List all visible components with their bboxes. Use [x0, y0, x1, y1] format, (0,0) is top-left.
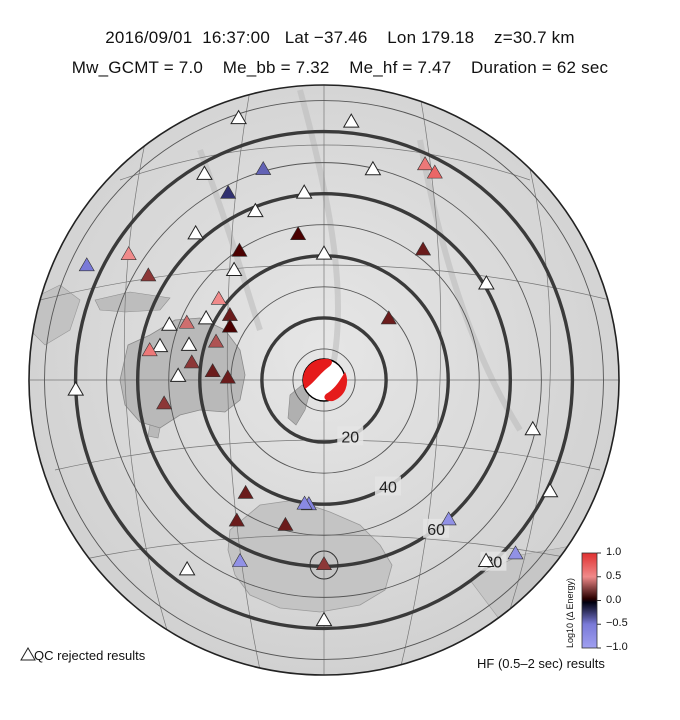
distance-ring	[260, 316, 388, 444]
graticule-line	[54, 439, 601, 471]
colorbar-title: Log10 (Δ Energy)	[565, 577, 575, 648]
station-marker	[507, 545, 524, 560]
station-marker	[220, 184, 237, 199]
qc-rejected-station-marker	[477, 274, 495, 290]
station-marker	[231, 553, 249, 567]
qc-rejected-station-marker	[524, 420, 542, 436]
qc-rejected-station-marker	[196, 165, 213, 180]
qc-rejected-station-marker	[342, 113, 360, 128]
colorbar-tick-4: −0.5	[606, 617, 628, 629]
station-marker	[141, 342, 158, 357]
ring-label: 40	[379, 479, 397, 496]
qc-rejected-station-marker	[315, 611, 333, 627]
event-header-line2: Mw_GCMT = 7.0 Me_bb = 7.32 Me_hf = 7.47 …	[71, 58, 609, 77]
qc-legend-label: QC rejected results	[34, 648, 146, 663]
qc-rejected-station-marker	[315, 245, 333, 260]
station-marker	[255, 160, 272, 175]
qc-rejected-station-marker	[477, 552, 495, 567]
hf-legend-label: HF (0.5–2 sec) results	[477, 656, 605, 671]
thin-distance-ring	[292, 348, 356, 412]
qc-rejected-station-marker	[67, 381, 85, 396]
colorbar	[581, 552, 601, 649]
graticule-line	[499, 129, 551, 641]
qc-legend-triangle-icon	[20, 647, 36, 661]
thin-distance-rings	[44, 100, 604, 660]
station-marker	[426, 164, 443, 179]
qc-rejected-station-marker	[541, 482, 559, 498]
station-marker	[221, 318, 238, 333]
thin-distance-ring	[106, 162, 542, 598]
ring-label-background	[337, 426, 364, 446]
station-marker	[231, 242, 248, 257]
station-marker	[183, 354, 200, 369]
focal-mechanism-beachball	[302, 358, 348, 402]
south-pole-ring	[309, 550, 339, 580]
qc-rejected-station-marker	[180, 336, 198, 351]
colorbar-tick-5: −1.0	[606, 641, 628, 653]
station-marker	[380, 310, 397, 325]
graticule-line	[119, 144, 531, 181]
station-marker	[210, 290, 227, 305]
station-marker	[204, 363, 221, 378]
station-marker	[156, 395, 173, 410]
thin-distance-ring	[168, 224, 480, 536]
station-marker	[178, 314, 195, 329]
qc-rejected-station-marker	[247, 202, 264, 218]
station-marker	[440, 511, 457, 526]
qc-rejected-station-marker	[187, 224, 205, 240]
station-marker	[237, 484, 254, 499]
new-zealand-landmass	[287, 384, 311, 426]
station-marker	[208, 333, 225, 348]
station-marker	[315, 556, 333, 571]
qc-rejected-station-marker	[225, 261, 243, 276]
station-marker	[277, 516, 294, 531]
station-marker	[120, 246, 137, 260]
globe-outline	[28, 84, 620, 676]
distance-ring	[73, 129, 575, 631]
station-marker	[228, 512, 245, 527]
graticule	[30, 85, 619, 675]
qc-rejected-station-marker	[230, 109, 247, 125]
qc-rejected-station-marker	[178, 560, 196, 576]
event-header-line1: 2016/09/01 16:37:00 Lat −37.46 Lon 179.1…	[105, 28, 575, 47]
station-marker	[415, 241, 432, 256]
station-marker	[219, 369, 236, 384]
qc-rejected-station-marker	[169, 367, 187, 382]
station-marker	[296, 495, 313, 510]
qc-rejected-station-marker	[160, 316, 178, 331]
station-marker	[140, 267, 157, 282]
graticule-line	[39, 264, 611, 301]
ring-label: 60	[427, 522, 445, 539]
thin-distance-ring	[44, 100, 604, 660]
station-markers	[67, 109, 559, 627]
tasmania-landmass	[147, 424, 161, 439]
colorbar-tick-2: 0.5	[606, 570, 622, 582]
station-marker	[78, 257, 95, 272]
colorbar-tick-1: 1.0	[606, 546, 622, 558]
qc-rejected-station-marker	[295, 184, 313, 199]
ring-label-background	[374, 476, 401, 496]
station-marker	[417, 156, 434, 171]
ring-label: 20	[341, 429, 359, 446]
qc-rejected-station-marker	[197, 309, 215, 325]
qc-rejected-station-marker	[364, 160, 382, 176]
colorbar-tick-3: 0.0	[606, 594, 622, 606]
qc-rejected-station-marker	[151, 337, 169, 353]
station-marker	[290, 226, 307, 241]
